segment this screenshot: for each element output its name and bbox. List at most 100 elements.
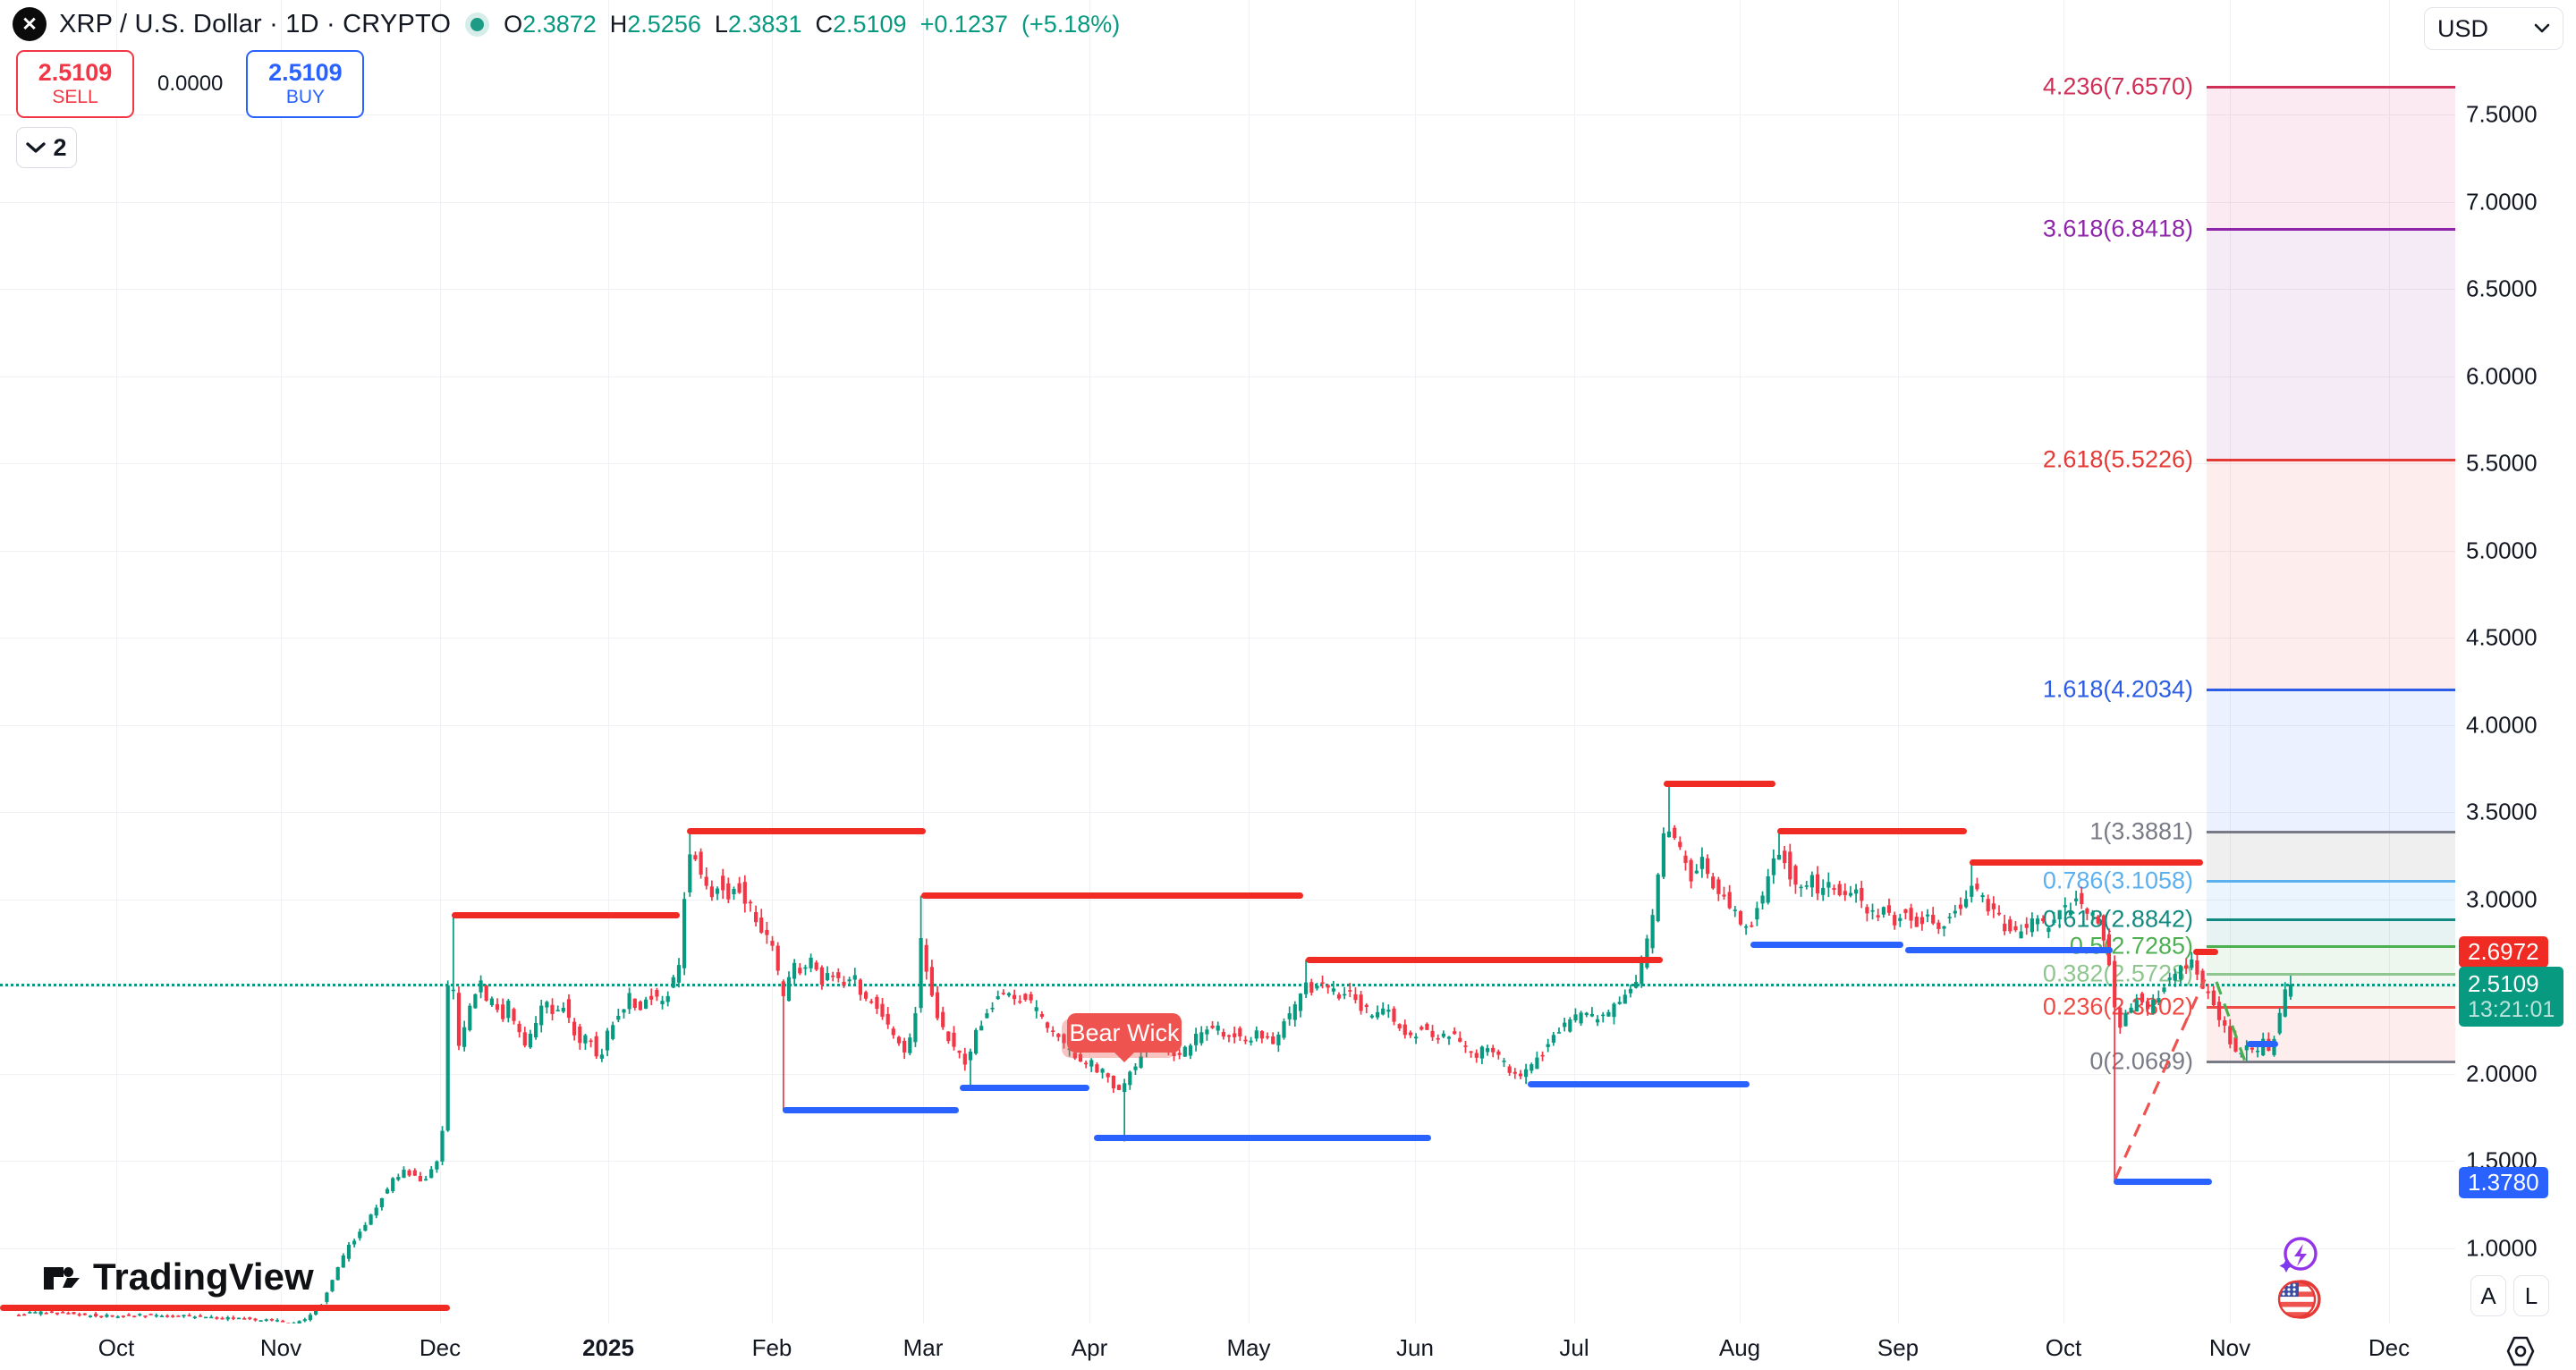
currency-selector[interactable]: USD <box>2424 7 2563 50</box>
separator: · <box>326 9 335 38</box>
fib-level-label: 2.618(5.5226) <box>2042 445 2193 473</box>
chevron-down-icon <box>2534 23 2550 33</box>
tradingview-watermark: TradingView <box>41 1256 314 1298</box>
time-axis-label: Mar <box>902 1334 944 1361</box>
xrp-logo-icon[interactable]: ✕ <box>13 7 47 41</box>
time-axis-label: Dec <box>2368 1334 2411 1361</box>
auto-scale-button[interactable]: A <box>2470 1275 2506 1316</box>
fib-band <box>2207 880 2455 920</box>
horizontal-gridline <box>0 899 2455 901</box>
sell-button[interactable]: 2.5109 SELL <box>16 50 134 118</box>
resistance-line[interactable] <box>687 827 926 834</box>
fib-level-line[interactable] <box>2207 879 2455 883</box>
currency-value: USD <box>2437 14 2489 42</box>
horizontal-gridline <box>0 1247 2455 1249</box>
support-line[interactable] <box>1528 1080 1750 1087</box>
price-axis-label: 7.5000 <box>2466 100 2538 128</box>
resistance-line[interactable] <box>921 892 1303 900</box>
fib-level-line[interactable] <box>2207 86 2455 89</box>
price-axis-label: 4.0000 <box>2466 711 2538 738</box>
price-axis-label: 7.0000 <box>2466 188 2538 215</box>
horizontal-gridline <box>0 376 2455 377</box>
current-price-line <box>0 983 2455 986</box>
horizontal-gridline <box>0 463 2455 464</box>
horizontal-gridline <box>0 812 2455 813</box>
symbol-title[interactable]: XRP / U.S. Dollar · 1D · CRYPTO <box>59 10 451 39</box>
resistance-line[interactable] <box>2193 949 2218 956</box>
us-flag-icon[interactable] <box>2275 1277 2324 1326</box>
resistance-line[interactable] <box>0 1305 450 1312</box>
fib-band <box>2207 459 2455 689</box>
fib-level-line[interactable] <box>2207 945 2455 949</box>
indicators-count: 2 <box>53 133 67 161</box>
vertical-gridline <box>2389 0 2390 1323</box>
fib-level-label: 0(2.0689) <box>2089 1047 2193 1075</box>
vertical-gridline <box>608 0 609 1323</box>
time-axis-label: 2025 <box>582 1334 634 1361</box>
support-line[interactable] <box>1094 1135 1431 1142</box>
fib-level-line[interactable] <box>2207 1006 2455 1010</box>
fib-level-line[interactable] <box>2207 458 2455 461</box>
horizontal-gridline <box>0 289 2455 290</box>
time-axis-label: Jul <box>1559 1334 1589 1361</box>
horizontal-gridline <box>0 201 2455 203</box>
price-axis[interactable]: 2.6972 2.5109 13:21:01 1.3780 7.5000 7.00… <box>2455 0 2576 1323</box>
log-scale-button[interactable]: L <box>2513 1275 2549 1316</box>
time-axis-label: Jun <box>1396 1334 1434 1361</box>
horizontal-gridline <box>0 986 2455 987</box>
vertical-gridline <box>1898 0 1899 1323</box>
fib-level-label: 3.618(6.8418) <box>2042 215 2193 242</box>
fib-level-label: 0.236(2.3802) <box>2042 993 2193 1020</box>
tradingview-logo-icon <box>44 1267 80 1290</box>
log-scale-label: L <box>2524 1281 2538 1309</box>
resistance-line[interactable] <box>1306 957 1663 964</box>
support-line[interactable] <box>2247 1040 2278 1047</box>
buy-button[interactable]: 2.5109 BUY <box>246 50 365 118</box>
buy-price: 2.5109 <box>268 59 343 87</box>
fib-level-line[interactable] <box>2207 688 2455 691</box>
resistance-line[interactable] <box>1664 781 1775 788</box>
time-axis[interactable]: Oct Nov Dec 2025 Feb Mar Apr May Jun Jul Aug Sep Oct… <box>0 1323 2576 1370</box>
fib-level-line[interactable] <box>2207 830 2455 833</box>
fib-level-line[interactable] <box>2207 1061 2455 1064</box>
support-line[interactable] <box>2114 1179 2212 1186</box>
chevron-down-icon <box>26 142 47 153</box>
sell-price: 2.5109 <box>38 59 113 87</box>
fib-level-label: 0.5(2.7285) <box>2069 932 2193 960</box>
vertical-gridline <box>1089 0 1090 1323</box>
price-axis-label: 3.5000 <box>2466 798 2538 825</box>
support-line[interactable] <box>1905 946 2113 953</box>
time-axis-label: Nov <box>259 1334 302 1361</box>
resistance-line[interactable] <box>452 911 680 918</box>
vertical-gridline <box>281 0 282 1323</box>
fib-level-label: 0.786(3.1058) <box>2042 867 2193 894</box>
time-axis-label: Oct <box>97 1334 135 1361</box>
ai-spark-icon[interactable] <box>2275 1234 2322 1285</box>
resistance-line[interactable] <box>1777 827 1967 834</box>
indicators-collapse-button[interactable]: 2 <box>16 127 77 168</box>
fib-level-line[interactable] <box>2207 228 2455 232</box>
fib-band <box>2207 831 2455 881</box>
time-axis-label: Aug <box>1718 1334 1761 1361</box>
auto-scale-label: A <box>2480 1281 2496 1309</box>
price-badge-blue: 1.3780 <box>2459 1166 2548 1198</box>
settings-gear-icon[interactable] <box>2503 1334 2538 1370</box>
fib-level-label: 1.618(4.2034) <box>2042 675 2193 703</box>
price-axis-label: 6.0000 <box>2466 362 2538 389</box>
vertical-gridline <box>2230 0 2231 1323</box>
bear-wick-callout[interactable]: Bear Wick <box>1067 1013 1182 1062</box>
time-axis-label: Feb <box>751 1334 792 1361</box>
support-line[interactable] <box>960 1084 1089 1091</box>
bar-countdown: 13:21:01 <box>2468 996 2555 1022</box>
time-axis-label: Sep <box>1877 1334 1919 1361</box>
support-line[interactable] <box>1750 941 1903 948</box>
time-axis-label: Apr <box>1071 1334 1108 1361</box>
support-line[interactable] <box>783 1106 959 1113</box>
fib-level-line[interactable] <box>2207 972 2455 976</box>
resistance-line[interactable] <box>1970 859 2203 867</box>
fib-level-line[interactable] <box>2207 918 2455 922</box>
fib-band <box>2207 1007 2455 1062</box>
market-status-icon[interactable] <box>470 17 485 31</box>
time-axis-label: Nov <box>2208 1334 2251 1361</box>
horizontal-gridline <box>0 724 2455 726</box>
